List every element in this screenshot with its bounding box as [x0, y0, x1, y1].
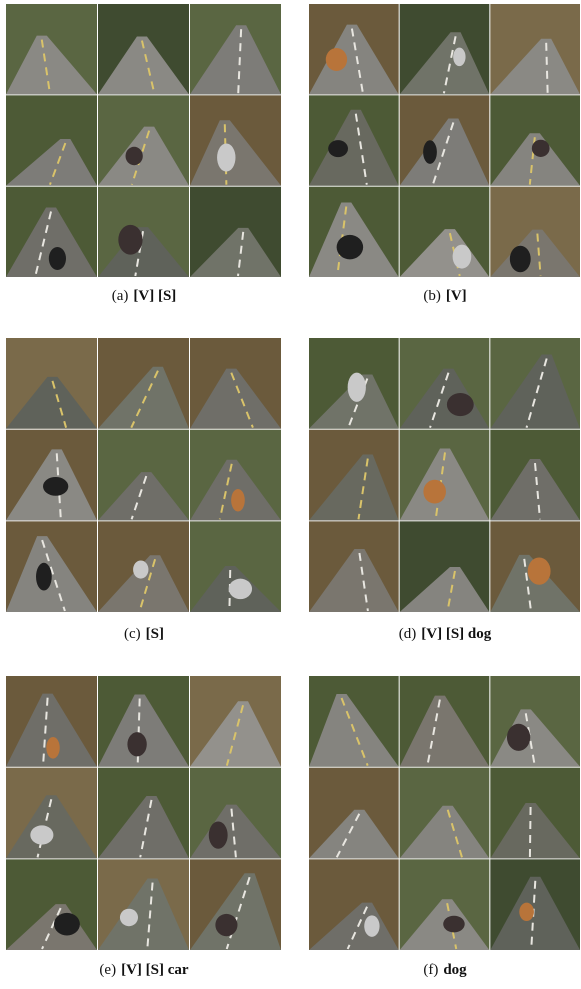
subfigure-caption: (d)[V] [S] dog: [309, 626, 581, 643]
image-tile: [400, 4, 490, 94]
image-tile: [6, 95, 97, 185]
caption-label: (a): [112, 288, 129, 304]
image-tile: [490, 521, 580, 612]
image-tile: [6, 4, 97, 94]
image-tile: [309, 676, 399, 767]
subfigure-caption: (b) [V]: [309, 288, 581, 305]
subfigure-caption: (e) [V] [S] car: [6, 962, 282, 979]
image-grid: [6, 338, 282, 613]
image-tile: [190, 4, 281, 94]
image-tile: [190, 768, 281, 859]
caption-text: dog: [443, 962, 466, 978]
image-tile: [309, 338, 399, 429]
image-grid: [309, 338, 581, 613]
image-tile: [190, 95, 281, 185]
image-tile: [6, 187, 97, 277]
subfigure-caption: (c) [S]: [6, 626, 282, 643]
caption-text: [V] [S] dog: [421, 626, 491, 642]
image-tile: [490, 4, 580, 94]
image-tile: [190, 859, 281, 950]
image-tile: [6, 430, 97, 521]
image-tile: [190, 187, 281, 277]
image-tile: [490, 859, 580, 950]
caption-text: [V] [S]: [133, 288, 176, 304]
image-tile: [309, 4, 399, 94]
image-tile: [190, 676, 281, 767]
image-tile: [490, 768, 580, 859]
image-tile: [400, 95, 490, 185]
image-tile: [309, 521, 399, 612]
image-tile: [6, 768, 97, 859]
image-tile: [490, 338, 580, 429]
image-tile: [98, 521, 189, 612]
image-tile: [98, 187, 189, 277]
image-grid: [6, 4, 282, 278]
image-tile: [400, 768, 490, 859]
image-tile: [190, 521, 281, 612]
caption-text: [V] [S] car: [121, 962, 188, 978]
image-tile: [98, 430, 189, 521]
caption-text: [V]: [446, 288, 467, 304]
image-tile: [400, 187, 490, 277]
image-grid: [309, 4, 581, 278]
image-tile: [98, 338, 189, 429]
caption-label: (d): [399, 626, 417, 642]
image-tile: [98, 676, 189, 767]
image-tile: [309, 859, 399, 950]
caption-label: (c): [124, 626, 141, 642]
figure-page: (a)[V] [S](b)[V](c)[S](d)[V] [S] dog(e)[…: [0, 0, 581, 989]
image-tile: [400, 676, 490, 767]
image-tile: [400, 338, 490, 429]
image-tile: [6, 521, 97, 612]
image-tile: [490, 95, 580, 185]
image-tile: [490, 676, 580, 767]
image-tile: [98, 4, 189, 94]
image-grid: [309, 676, 581, 951]
image-tile: [98, 768, 189, 859]
caption-label: (e): [99, 962, 116, 978]
image-tile: [400, 859, 490, 950]
image-tile: [6, 676, 97, 767]
caption-text: [S]: [146, 626, 164, 642]
caption-label: (b): [423, 288, 441, 304]
subfigure-caption: (f) dog: [309, 962, 581, 979]
image-tile: [400, 430, 490, 521]
image-tile: [309, 768, 399, 859]
caption-label: (f): [423, 962, 438, 978]
image-tile: [98, 95, 189, 185]
image-tile: [6, 338, 97, 429]
image-tile: [400, 521, 490, 612]
image-tile: [190, 338, 281, 429]
image-tile: [309, 95, 399, 185]
image-tile: [6, 859, 97, 950]
image-tile: [309, 187, 399, 277]
image-tile: [190, 430, 281, 521]
image-grid: [6, 676, 282, 951]
subfigure-caption: (a)[V] [S]: [6, 288, 282, 305]
image-tile: [490, 187, 580, 277]
image-tile: [490, 430, 580, 521]
image-tile: [98, 859, 189, 950]
image-tile: [309, 430, 399, 521]
